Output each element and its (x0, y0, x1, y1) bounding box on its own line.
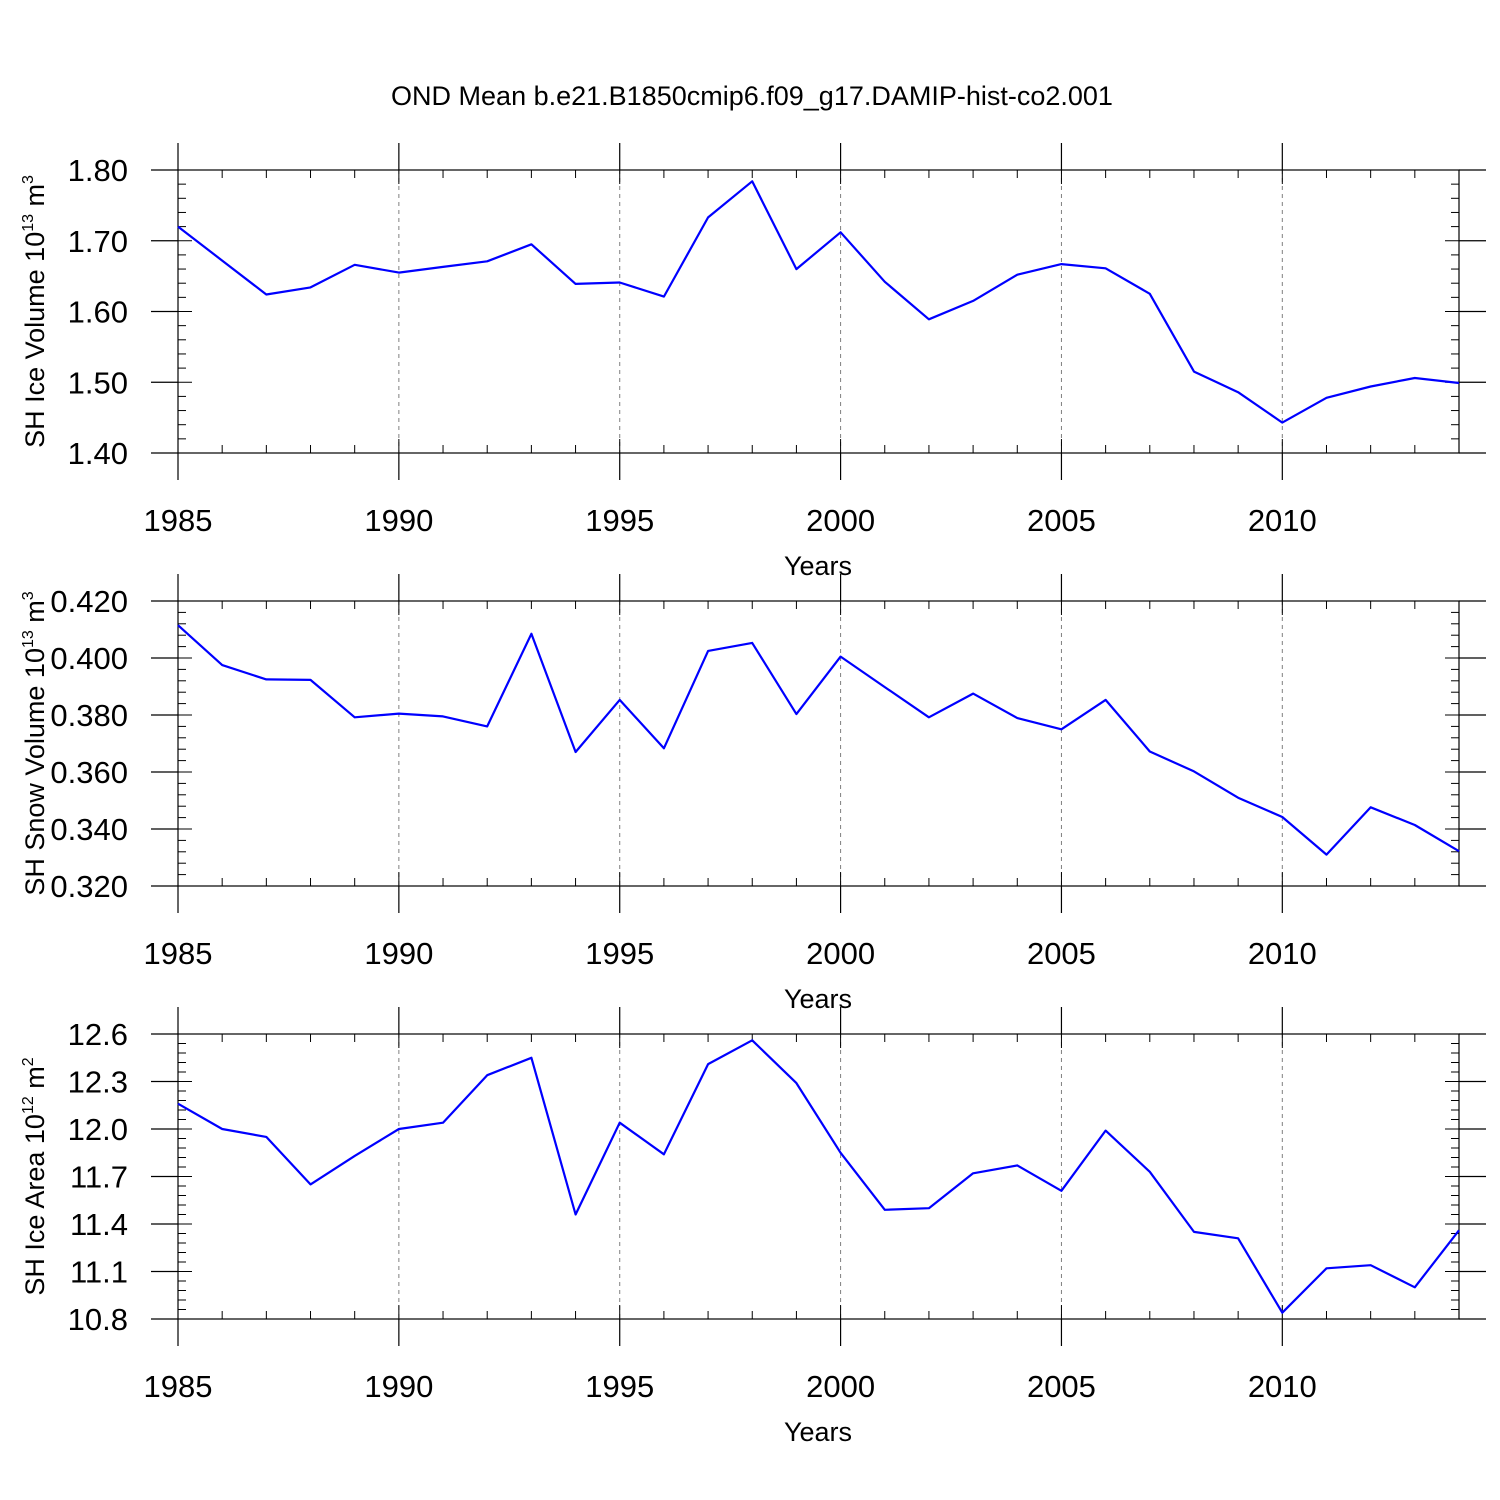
y-tick-label: 12.3 (68, 1065, 128, 1100)
x-tick-label: 1985 (144, 1369, 213, 1404)
y-tick-label: 12.6 (68, 1017, 128, 1052)
y-tick-label: 11.1 (70, 1255, 128, 1290)
x-tick-label: 2005 (1027, 503, 1096, 538)
series-line (177, 1039, 1460, 1314)
y-tick-label: 1.80 (68, 153, 128, 188)
chart-panel-2: 1985 1990 1995 2000 2005 2010 Years 0.320 0.340 0… (20, 574, 1486, 1014)
plot-frame (177, 1033, 1460, 1320)
plot-frame (177, 600, 1460, 887)
y-tick-label: 12.0 (68, 1112, 128, 1147)
x-tick-label: 1985 (144, 503, 213, 538)
y-tick-label: 1.50 (68, 365, 128, 400)
x-tick-label: 1990 (364, 936, 433, 971)
x-axis-title: Years (784, 1417, 852, 1447)
x-tick-label: 1995 (585, 503, 654, 538)
x-axis-title: Years (784, 551, 852, 581)
x-tick-label: 1990 (364, 1369, 433, 1404)
panels: 1985 1990 1995 2000 2005 2010 Years 1.40 1.50 1.6… (20, 143, 1486, 1447)
y-tick-label: 1.70 (68, 224, 128, 259)
x-tick-label: 2000 (806, 936, 875, 971)
y-axis-title: SH Ice Area 1012 m2 (20, 1057, 50, 1295)
y-tick-label: 11.7 (70, 1160, 128, 1195)
chart-panel-1: 1985 1990 1995 2000 2005 2010 Years 1.40 1.50 1.6… (20, 143, 1486, 581)
x-tick-label: 2000 (806, 1369, 875, 1404)
y-tick-label: 0.340 (50, 812, 128, 847)
chart-panel-3: 1985 1990 1995 2000 2005 2010 Years 10.8 11.1 11.… (20, 1007, 1486, 1447)
x-tick-label: 2010 (1248, 936, 1317, 971)
plot-frame (177, 169, 1460, 454)
y-axis-title: SH Snow Volume 1013 m3 (20, 591, 50, 895)
x-tick-label: 2005 (1027, 1369, 1096, 1404)
y-tick-label: 0.400 (50, 641, 128, 676)
y-tick-label: 11.4 (70, 1207, 128, 1242)
x-tick-label: 2010 (1248, 503, 1317, 538)
y-tick-label: 0.360 (50, 755, 128, 790)
x-tick-label: 1985 (144, 936, 213, 971)
y-tick-label: 1.40 (68, 436, 128, 471)
x-tick-label: 2010 (1248, 1369, 1317, 1404)
y-tick-label: 0.320 (50, 869, 128, 904)
y-tick-label: 0.420 (50, 584, 128, 619)
x-tick-label: 2005 (1027, 936, 1096, 971)
x-tick-label: 1995 (585, 1369, 654, 1404)
figure-title: OND Mean b.e21.B1850cmip6.f09_g17.DAMIP-… (391, 81, 1113, 111)
x-axis-title: Years (784, 984, 852, 1014)
series-line (177, 180, 1460, 424)
series-line (177, 624, 1460, 856)
y-tick-label: 1.60 (68, 295, 128, 330)
x-tick-label: 2000 (806, 503, 875, 538)
y-axis-title: SH Ice Volume 1013 m3 (20, 175, 50, 448)
x-tick-label: 1990 (364, 503, 433, 538)
x-tick-label: 1995 (585, 936, 654, 971)
y-tick-label: 10.8 (68, 1302, 128, 1337)
y-tick-label: 0.380 (50, 698, 128, 733)
